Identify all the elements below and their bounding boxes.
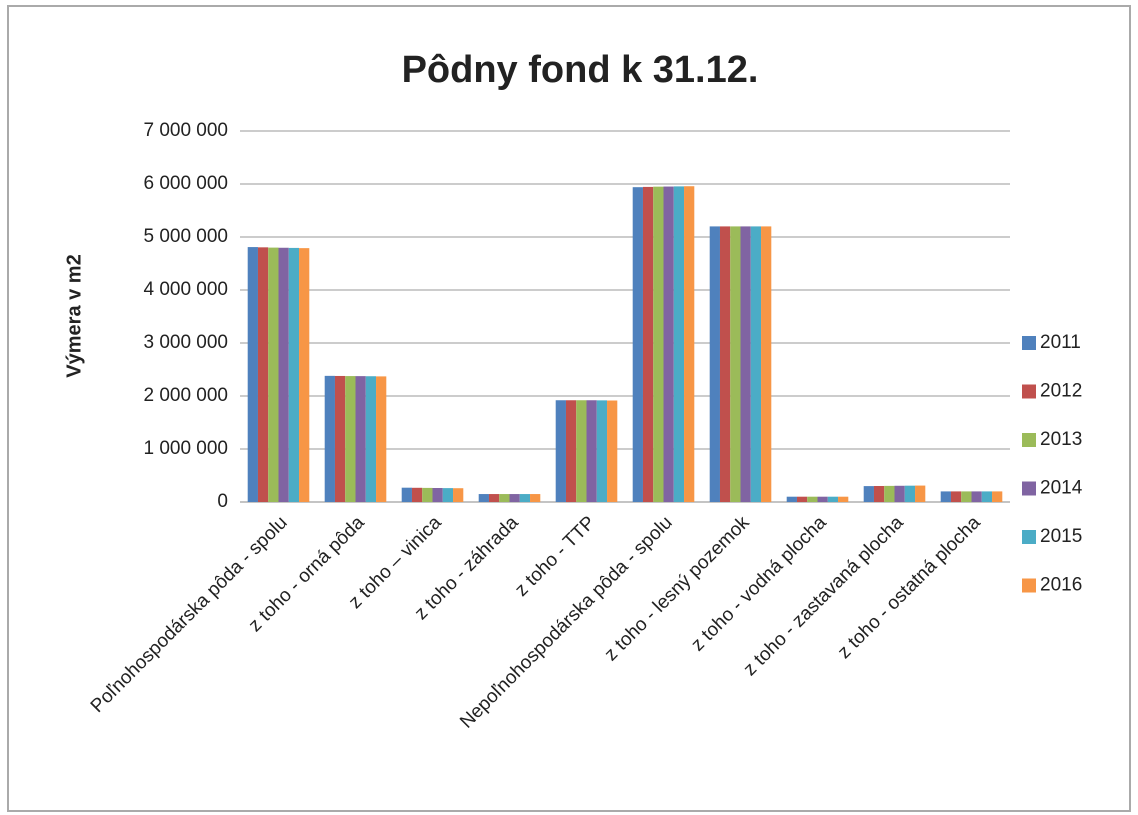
bar [519, 494, 531, 502]
bar [719, 226, 731, 502]
bar [299, 248, 310, 502]
bar [453, 488, 464, 502]
bar [709, 226, 720, 502]
legend-label: 2016 [1040, 575, 1082, 596]
bar [673, 186, 685, 502]
bar [817, 496, 828, 502]
bar [873, 485, 885, 502]
legend-label: 2011 [1040, 332, 1081, 353]
bar [894, 485, 905, 502]
bar [663, 186, 674, 502]
bar [288, 247, 300, 502]
y-tick-label: 7 000 000 [143, 120, 228, 141]
bar [478, 494, 489, 502]
bar [730, 226, 741, 502]
bar [355, 376, 366, 502]
bar [488, 494, 500, 502]
legend-label: 2012 [1040, 381, 1082, 402]
bar [401, 487, 412, 502]
bar [334, 375, 346, 502]
bar [981, 491, 993, 502]
bar [992, 491, 1003, 502]
y-tick-label: 1 000 000 [143, 438, 228, 459]
bar [432, 488, 443, 502]
y-tick-label: 5 000 000 [143, 226, 228, 247]
bar [596, 400, 608, 502]
bar [961, 491, 972, 502]
bar [827, 496, 839, 502]
bar [796, 496, 808, 502]
bar [345, 376, 356, 502]
bar [904, 485, 916, 502]
bar [530, 494, 541, 502]
bar [555, 400, 566, 502]
bar [838, 496, 849, 502]
bar [884, 485, 895, 502]
bar [971, 491, 982, 502]
bar [268, 247, 279, 502]
y-tick-label: 3 000 000 [143, 332, 228, 353]
bar [257, 247, 269, 502]
bar [499, 494, 510, 502]
bar [442, 488, 454, 502]
y-tick-label: 4 000 000 [143, 279, 228, 300]
bar [642, 186, 654, 503]
bar [940, 491, 951, 502]
legend-swatch [1022, 336, 1036, 350]
bar [632, 187, 643, 502]
bar [422, 487, 433, 502]
legend-label: 2015 [1040, 526, 1082, 547]
bar [807, 496, 818, 502]
chart-title: Pôdny fond k 31.12. [402, 49, 759, 91]
bar [509, 494, 520, 502]
y-tick-label: 0 [217, 491, 228, 512]
bar [684, 186, 695, 502]
bar [950, 491, 962, 502]
y-tick-label: 6 000 000 [143, 173, 228, 194]
legend-swatch [1022, 433, 1036, 447]
bar [247, 247, 258, 502]
bar [365, 376, 377, 502]
bar [863, 486, 874, 502]
bar [278, 247, 289, 502]
bar [324, 375, 335, 502]
y-tick-label: 2 000 000 [143, 385, 228, 406]
bar [576, 400, 587, 502]
legend-label: 2014 [1040, 478, 1083, 499]
legend-swatch [1022, 481, 1036, 496]
bar [586, 400, 597, 502]
legend-swatch [1022, 384, 1036, 399]
bar [653, 186, 664, 502]
y-axis-label: Výmera v m2 [63, 254, 85, 377]
bar [607, 400, 618, 502]
bar [376, 376, 387, 502]
legend-label: 2013 [1040, 429, 1082, 450]
bar [750, 226, 762, 502]
bar [411, 487, 423, 502]
bar [915, 485, 926, 502]
bar [786, 496, 797, 502]
bar [740, 226, 751, 502]
bar [761, 226, 772, 502]
bar [565, 400, 577, 502]
legend-swatch [1022, 530, 1036, 544]
legend-swatch [1022, 578, 1036, 593]
